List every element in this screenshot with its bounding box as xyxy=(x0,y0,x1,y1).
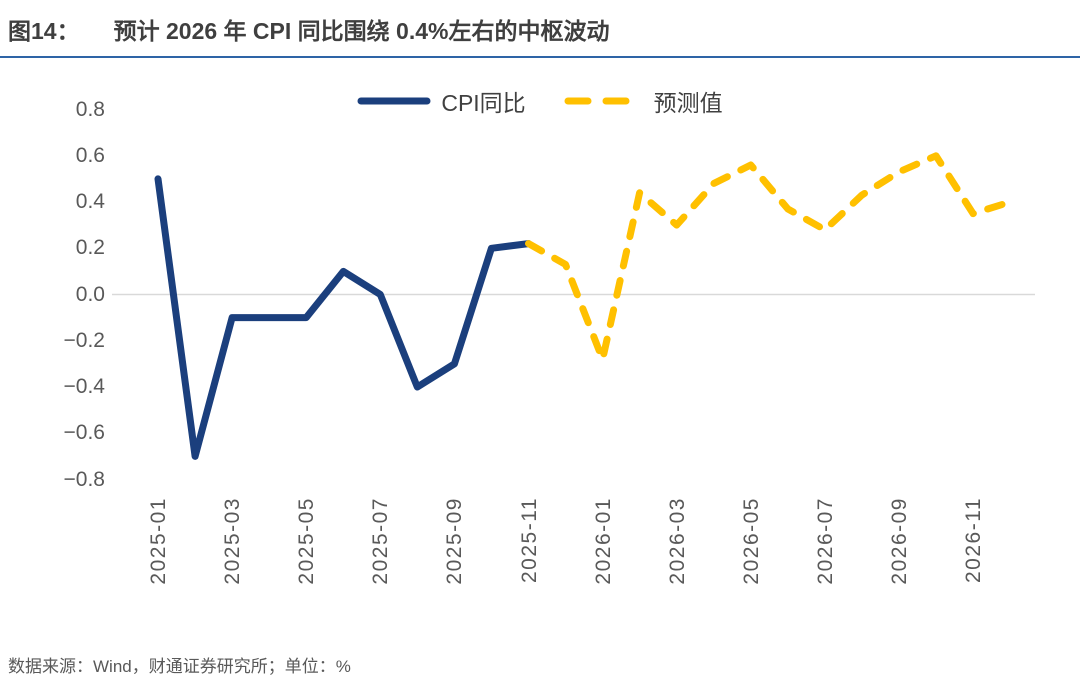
x-axis-tick-label: 2026-05 xyxy=(739,497,763,585)
x-axis-tick-label: 2025-03 xyxy=(221,497,245,585)
x-axis-tick-label: 2025-01 xyxy=(147,497,170,585)
x-axis-tick-label: 2025-05 xyxy=(295,497,319,585)
legend-item-actual: CPI同比 xyxy=(357,84,526,118)
x-axis-tick-label: 2026-03 xyxy=(665,497,689,585)
solid-line-icon xyxy=(357,97,431,105)
y-axis-tick-label: 0.0 xyxy=(75,282,105,306)
legend-label-forecast: 预测值 xyxy=(653,90,723,116)
y-axis-tick-label: 0.8 xyxy=(75,97,105,121)
x-axis-tick-label: 2025-09 xyxy=(443,497,467,585)
y-axis-tick-label: −0.6 xyxy=(63,421,105,445)
source-note: 数据来源：Wind，财通证券研究所；单位：% xyxy=(8,657,351,676)
x-axis-tick-label: 2025-07 xyxy=(369,497,393,585)
x-axis-tick-label: 2026-09 xyxy=(888,497,911,585)
x-axis-tick-label: 2025-11 xyxy=(517,497,541,584)
y-axis-tick-label: −0.8 xyxy=(63,467,105,491)
y-axis-tick-label: −0.4 xyxy=(63,375,105,398)
y-axis-tick-label: −0.2 xyxy=(63,328,105,352)
legend-label-actual: CPI同比 xyxy=(441,90,526,116)
x-axis-tick-label: 2026-01 xyxy=(591,497,615,585)
x-axis-tick-label: 2026-07 xyxy=(813,497,837,585)
figure-number: 图14： xyxy=(8,18,80,44)
cpi-actual-line xyxy=(154,175,532,460)
chart-legend: CPI同比 预测值 xyxy=(0,84,1080,118)
title-divider xyxy=(0,56,1080,58)
figure-title-text: 预计 2026 年 CPI 同比围绕 0.4%左右的中枢波动 xyxy=(113,18,610,44)
cpi-forecast-line xyxy=(525,152,1014,363)
y-axis-tick-label: 0.6 xyxy=(75,143,105,167)
y-axis-tick-label: 0.2 xyxy=(75,236,105,260)
legend-item-forecast: 预测值 xyxy=(564,84,723,118)
x-axis-tick-label: 2026-11 xyxy=(962,497,986,584)
figure-title: 图14： 预计 2026 年 CPI 同比围绕 0.4%左右的中枢波动 xyxy=(8,12,1072,46)
dashed-line-icon xyxy=(564,97,644,105)
y-axis-tick-label: 0.4 xyxy=(75,190,105,213)
